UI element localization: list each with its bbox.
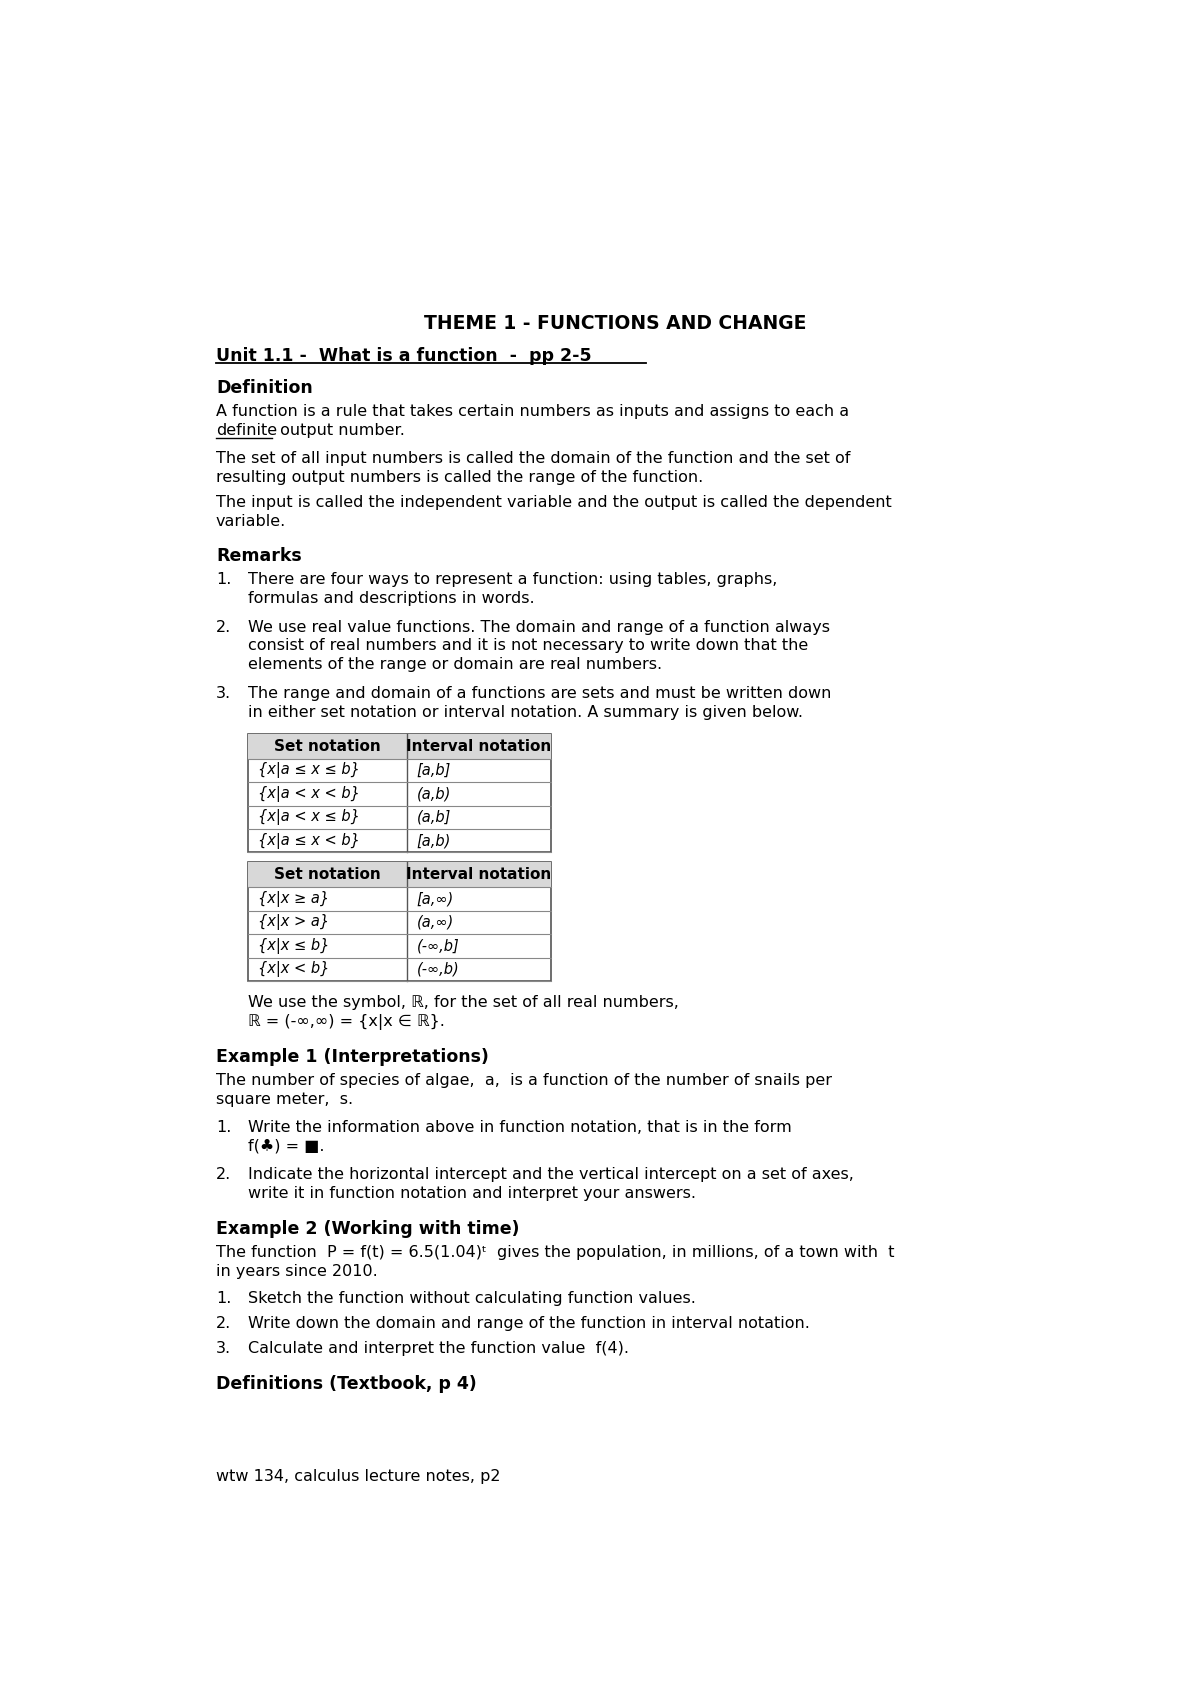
Bar: [248, 734, 551, 852]
Bar: [248, 863, 551, 981]
Text: We use the symbol, ℝ, for the set of all real numbers,: We use the symbol, ℝ, for the set of all…: [248, 995, 679, 1010]
Text: Calculate and interpret the function value  f(4).: Calculate and interpret the function val…: [248, 1341, 630, 1355]
Text: 1.: 1.: [216, 1121, 232, 1134]
Text: There are four ways to represent a function: using tables, graphs,: There are four ways to represent a funct…: [248, 572, 778, 588]
Text: {x|x ≥ a}: {x|x ≥ a}: [258, 891, 329, 907]
Text: (-∞,b): (-∞,b): [416, 961, 460, 976]
Text: The range and domain of a functions are sets and must be written down: The range and domain of a functions are …: [248, 686, 832, 701]
Text: 2.: 2.: [216, 1167, 232, 1182]
Text: [a,∞): [a,∞): [416, 891, 454, 907]
Text: The input is called the independent variable and the output is called the depend: The input is called the independent vari…: [216, 496, 892, 509]
Text: 2.: 2.: [216, 1316, 232, 1331]
Text: in years since 2010.: in years since 2010.: [216, 1263, 378, 1279]
Text: Example 2 (Working with time): Example 2 (Working with time): [216, 1221, 520, 1238]
Text: 3.: 3.: [216, 1341, 230, 1355]
Text: {x|x < b}: {x|x < b}: [258, 961, 329, 978]
Text: {x|a ≤ x < b}: {x|a ≤ x < b}: [258, 832, 360, 849]
Text: wtw 134, calculus lecture notes, p2: wtw 134, calculus lecture notes, p2: [216, 1469, 500, 1484]
Text: Interval notation: Interval notation: [407, 868, 552, 883]
Text: Set notation: Set notation: [275, 739, 382, 754]
Text: Set notation: Set notation: [275, 868, 382, 883]
Text: 1.: 1.: [216, 572, 232, 588]
Text: {x|x ≤ b}: {x|x ≤ b}: [258, 937, 329, 954]
Text: variable.: variable.: [216, 514, 286, 530]
Text: in either set notation or interval notation. A summary is given below.: in either set notation or interval notat…: [248, 705, 804, 720]
Text: Indicate the horizontal intercept and the vertical intercept on a set of axes,: Indicate the horizontal intercept and th…: [248, 1167, 854, 1182]
Text: (-∞,b]: (-∞,b]: [416, 939, 460, 953]
Text: 2.: 2.: [216, 620, 232, 635]
Text: Definitions (Textbook, p 4): Definitions (Textbook, p 4): [216, 1375, 476, 1392]
Text: ℝ = (-∞,∞) = {x|x ∈ ℝ}.: ℝ = (-∞,∞) = {x|x ∈ ℝ}.: [248, 1014, 445, 1029]
Text: 1.: 1.: [216, 1290, 232, 1306]
Text: {x|a ≤ x ≤ b}: {x|a ≤ x ≤ b}: [258, 762, 360, 778]
Text: (a,∞): (a,∞): [416, 915, 454, 931]
Text: Write the information above in function notation, that is in the form: Write the information above in function …: [248, 1121, 792, 1134]
Text: {x|a < x ≤ b}: {x|a < x ≤ b}: [258, 810, 360, 825]
Text: Write down the domain and range of the function in interval notation.: Write down the domain and range of the f…: [248, 1316, 810, 1331]
Text: f(♣) = ■.: f(♣) = ■.: [248, 1139, 325, 1155]
Text: The set of all input numbers is called the domain of the function and the set of: The set of all input numbers is called t…: [216, 452, 851, 467]
Text: (a,b]: (a,b]: [416, 810, 451, 825]
Text: consist of real numbers and it is not necessary to write down that the: consist of real numbers and it is not ne…: [248, 638, 809, 654]
Text: [a,b): [a,b): [416, 834, 451, 849]
Text: elements of the range or domain are real numbers.: elements of the range or domain are real…: [248, 657, 662, 672]
Text: {x|a < x < b}: {x|a < x < b}: [258, 786, 360, 801]
Text: THEME 1 - FUNCTIONS AND CHANGE: THEME 1 - FUNCTIONS AND CHANGE: [424, 314, 806, 333]
Text: square meter,  s.: square meter, s.: [216, 1092, 353, 1107]
Text: [a,b]: [a,b]: [416, 762, 451, 778]
Text: The number of species of algae,  a,  is a function of the number of snails per: The number of species of algae, a, is a …: [216, 1073, 832, 1088]
Text: formulas and descriptions in words.: formulas and descriptions in words.: [248, 591, 535, 606]
Text: (a,b): (a,b): [416, 786, 451, 801]
Text: definite: definite: [216, 423, 277, 438]
Bar: [248, 734, 551, 759]
Text: resulting output numbers is called the range of the function.: resulting output numbers is called the r…: [216, 470, 703, 486]
Text: output number.: output number.: [275, 423, 404, 438]
Text: Remarks: Remarks: [216, 547, 301, 565]
Bar: [248, 863, 551, 886]
Text: We use real value functions. The domain and range of a function always: We use real value functions. The domain …: [248, 620, 830, 635]
Text: Example 1 (Interpretations): Example 1 (Interpretations): [216, 1048, 488, 1066]
Text: Unit 1.1 -  What is a function  -  pp 2-5: Unit 1.1 - What is a function - pp 2-5: [216, 346, 592, 365]
Text: Interval notation: Interval notation: [407, 739, 552, 754]
Text: The function  P = f(t) = 6.5(1.04)ᵗ  gives the population, in millions, of a tow: The function P = f(t) = 6.5(1.04)ᵗ gives…: [216, 1245, 894, 1260]
Text: Definition: Definition: [216, 379, 313, 397]
Text: Sketch the function without calculating function values.: Sketch the function without calculating …: [248, 1290, 696, 1306]
Text: A function is a rule that takes certain numbers as inputs and assigns to each a: A function is a rule that takes certain …: [216, 404, 850, 419]
Text: {x|x > a}: {x|x > a}: [258, 914, 329, 931]
Text: 3.: 3.: [216, 686, 230, 701]
Text: write it in function notation and interpret your answers.: write it in function notation and interp…: [248, 1185, 696, 1200]
